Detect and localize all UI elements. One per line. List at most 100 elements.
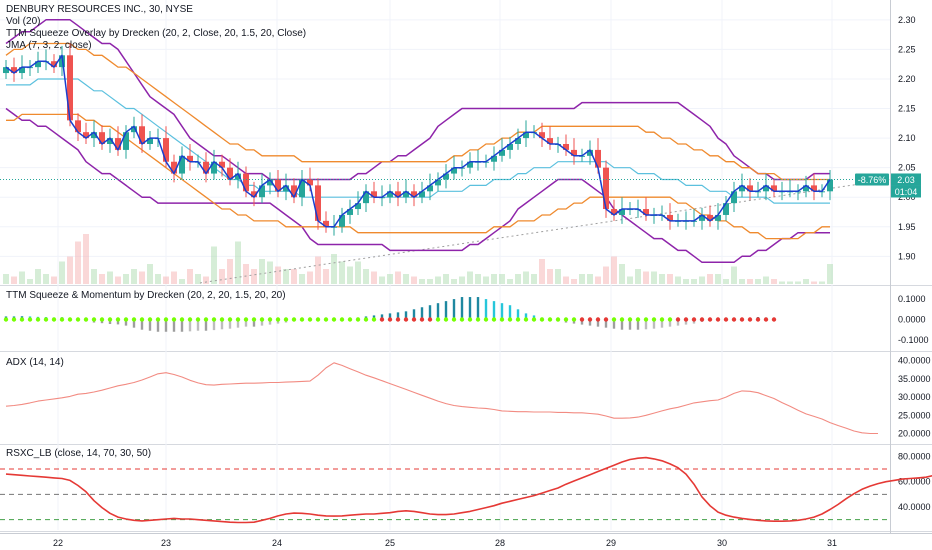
candle: [107, 128, 113, 153]
candle: [275, 170, 281, 198]
change-badge[interactable]: [855, 173, 889, 186]
momentum-bar: [244, 319, 248, 327]
volume-bar: [347, 266, 353, 284]
momentum-bar: [476, 297, 480, 320]
squeeze-dot: [139, 317, 145, 322]
countdown-badge: [891, 185, 921, 198]
squeeze-dot: [275, 317, 281, 322]
momentum-bar: [388, 313, 392, 320]
squeeze-dot: [419, 317, 425, 322]
symbol-title[interactable]: DENBURY RESOURCES INC., 30, NYSE: [6, 4, 193, 15]
squeeze-dot: [675, 317, 681, 322]
squeeze-dot: [635, 317, 641, 322]
volume-bar: [827, 264, 833, 284]
legend-jma[interactable]: JMA (7, 3, 2, close): [6, 40, 92, 51]
volume-bar: [91, 269, 97, 284]
adx-tick-label: 40.0000: [898, 356, 931, 366]
squeeze-dot: [531, 317, 537, 322]
volume-bar: [99, 274, 105, 284]
squeeze-dot: [147, 317, 153, 322]
momentum-bar: [668, 319, 672, 327]
rsxc-tick-label: 40.0000: [898, 502, 931, 512]
volume-bar: [3, 274, 9, 284]
volume-bar: [459, 276, 465, 284]
squeeze-dot: [499, 317, 505, 322]
volume-bar: [291, 269, 297, 284]
squeeze-dot: [587, 317, 593, 322]
bb-upper-line: [5, 19, 830, 181]
squeeze-tick-label: 0.1000: [898, 294, 926, 304]
volume-bar: [211, 246, 217, 284]
candle: [731, 181, 737, 212]
squeeze-dot: [291, 317, 297, 322]
legend-vol[interactable]: Vol (20): [6, 16, 41, 27]
candle: [523, 120, 529, 147]
candle: [667, 203, 673, 230]
candle: [259, 173, 265, 204]
volume-bar: [139, 271, 145, 284]
legend-rsxc[interactable]: RSXC_LB (close, 14, 70, 30, 50): [6, 448, 152, 459]
squeeze-dot: [443, 317, 449, 322]
candle-body: [171, 161, 177, 174]
candle-body: [707, 214, 713, 221]
momentum-bar: [596, 319, 600, 327]
volume-bar: [771, 279, 777, 284]
squeeze-dot: [715, 317, 721, 322]
candle-body: [771, 185, 777, 192]
volume-series: [3, 234, 833, 284]
candle: [267, 172, 273, 195]
candle-body: [403, 191, 409, 198]
candle: [83, 122, 89, 144]
price-tick-label: 2.30: [898, 15, 916, 25]
volume-bar: [379, 276, 385, 284]
volume-bar: [43, 274, 49, 284]
candle: [227, 158, 233, 186]
volume-bar: [643, 271, 649, 284]
candle: [283, 173, 289, 201]
squeeze-dot: [627, 317, 633, 322]
volume-bar: [739, 279, 745, 284]
volume-bar: [555, 269, 561, 284]
legend-adx[interactable]: ADX (14, 14): [6, 357, 64, 368]
candle-body: [595, 149, 601, 168]
momentum-bar: [500, 303, 504, 320]
candle-body: [539, 132, 545, 139]
squeeze-dot: [619, 317, 625, 322]
squeeze-dot: [67, 317, 73, 322]
squeeze-dots: [3, 317, 777, 322]
candle-body: [115, 138, 121, 150]
squeeze-dot: [163, 317, 169, 322]
volume-bar: [443, 274, 449, 284]
volume-bar: [259, 259, 265, 284]
momentum-bar: [444, 301, 448, 320]
price-badge-text: 2.03: [897, 175, 915, 185]
momentum-bar: [228, 319, 232, 329]
squeeze-dot: [51, 317, 57, 322]
candle: [571, 138, 577, 165]
candle: [347, 199, 353, 224]
volume-bar: [243, 264, 249, 284]
candle-body: [515, 138, 521, 144]
candle-body: [123, 132, 129, 150]
volume-bar: [811, 281, 817, 284]
legend-squeeze[interactable]: TTM Squeeze & Momentum by Drecken (20, 2…: [6, 290, 286, 301]
candle-body: [363, 191, 369, 204]
volume-bar: [659, 274, 665, 284]
squeeze-dot: [259, 317, 265, 322]
legend-overlay[interactable]: TTM Squeeze Overlay by Drecken (20, 2, C…: [6, 28, 307, 39]
candle: [115, 126, 121, 156]
squeeze-dot: [19, 317, 25, 322]
momentum-bar: [236, 319, 240, 328]
candle-body: [251, 191, 257, 198]
squeeze-dot: [563, 317, 569, 322]
volume-bar: [11, 276, 17, 284]
candle: [611, 199, 617, 221]
volume-bar: [203, 276, 209, 284]
candle: [747, 178, 753, 201]
candle: [123, 125, 129, 159]
squeeze-dot: [155, 317, 161, 322]
squeeze-dot: [763, 317, 769, 322]
volume-bar: [67, 256, 73, 284]
